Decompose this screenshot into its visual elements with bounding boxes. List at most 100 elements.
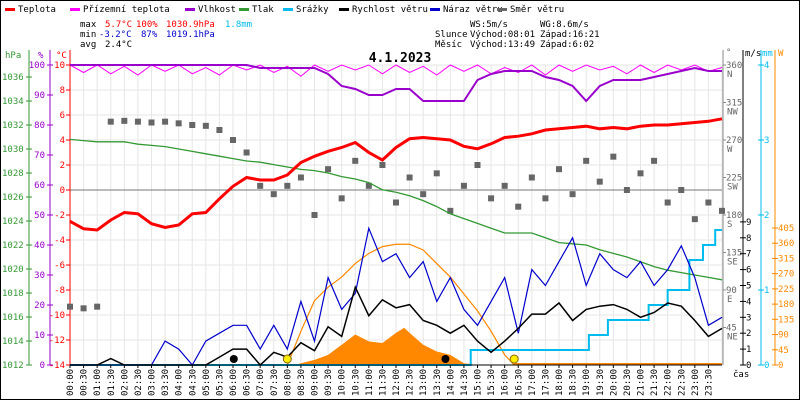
wind-gust-max: WG:8.6m/s [540, 20, 589, 30]
tick-label-temperature: -8 [54, 286, 65, 296]
tick-label-time: 16:30 [514, 369, 524, 396]
direction-point [189, 122, 196, 128]
stat-max-label: max [80, 20, 97, 30]
direction-point [474, 162, 481, 168]
legend-swatch [339, 8, 349, 11]
stat-max-rain: 1.8mm [225, 20, 252, 30]
tick-label-temperature: 6 [60, 111, 65, 121]
tick-label-pressure: 1020 [2, 265, 24, 275]
tick-label-pressure: 1024 [2, 217, 24, 227]
legend-swatch [497, 8, 507, 11]
tick-label-humidity: 80 [34, 121, 45, 131]
tick-label-time: 23:30 [704, 369, 714, 396]
legend-swatch [239, 8, 249, 11]
tick-label-time: 17:30 [541, 369, 551, 396]
tick-label-temperature: 10 [54, 61, 65, 71]
tick-label-pressure: 1036 [2, 73, 24, 83]
tick-label-time: 05:30 [215, 369, 225, 396]
direction-point [556, 166, 562, 173]
direction-point [338, 195, 345, 202]
legend-item-2: Vlhkost [198, 5, 236, 15]
legend-swatch [5, 8, 15, 11]
sunrise-marker [282, 354, 292, 364]
tick-label-solar: 90 [778, 331, 789, 341]
sunrise: Východ:08:01 [470, 30, 535, 40]
tick-label-time: 14:00 [446, 369, 456, 396]
tick-label-compass: S [727, 220, 732, 230]
sun-label: Slunce [435, 30, 468, 40]
tick-label-humidity: 40 [34, 241, 45, 251]
tick-label-rain: 2 [764, 211, 769, 221]
tick-label-humidity: 30 [34, 271, 45, 281]
tick-label-time: 02:30 [134, 369, 144, 396]
direction-point [719, 207, 725, 214]
tick-label-time: 22:30 [677, 369, 687, 396]
axis-unit-humidity: % [38, 51, 44, 61]
tick-label-time: 21:00 [637, 369, 647, 396]
direction-point [569, 191, 576, 198]
legend-item-4: Srážky [296, 5, 329, 15]
tick-label-temperature: 0 [60, 186, 65, 196]
tick-label-temperature: -10 [49, 311, 65, 321]
stat-max-temp: 5.7°C [105, 20, 132, 30]
tick-label-temperature: -14 [49, 361, 65, 371]
direction-point [162, 118, 169, 125]
sunset: Západ:16:21 [540, 30, 600, 40]
tick-label-direction: 90 [726, 286, 737, 296]
tick-label-time: 01:00 [93, 369, 103, 396]
tick-label-pressure: 1032 [2, 121, 24, 131]
direction-point [393, 199, 399, 206]
axes: 1012101410161018102010221024102610281030… [2, 50, 794, 371]
tick-label-time: 19:00 [582, 369, 592, 396]
tick-label-pressure: 1026 [2, 193, 24, 203]
tick-label-wind: 1 [746, 345, 751, 355]
legend-swatch [430, 8, 440, 11]
legend-item-3: Tlak [252, 5, 274, 15]
tick-label-time: 20:30 [623, 369, 633, 396]
tick-label-time: 10:30 [351, 369, 361, 396]
tick-label-time: 17:00 [528, 369, 538, 396]
tick-label-time: 23:00 [691, 369, 701, 396]
tick-label-compass: SW [727, 183, 738, 193]
legend-item-5: Rychlost větru [352, 5, 428, 15]
tick-label-wind: 0 [746, 361, 751, 371]
tick-label-time: 21:30 [650, 369, 660, 396]
direction-point [637, 170, 644, 177]
direction-point [67, 303, 73, 310]
tick-label-time: 13:00 [419, 369, 429, 396]
tick-label-direction: 135 [726, 249, 742, 259]
tick-label-wind: 7 [746, 250, 751, 260]
moonset: Západ:6:02 [540, 40, 594, 50]
stat-avg-label: avg [80, 40, 96, 50]
direction-point [121, 117, 128, 124]
tick-label-direction: 45 [726, 324, 737, 334]
tick-label-compass: NW [727, 108, 738, 118]
tick-label-humidity: 100 [29, 61, 45, 71]
tick-label-wind: 9 [746, 218, 751, 228]
axis-unit-direction: ° [726, 48, 731, 58]
direction-point [420, 191, 427, 198]
tick-label-solar: 225 [778, 285, 794, 295]
tick-label-direction: 360 [726, 61, 742, 71]
stats-box: max 5.7°C 100% 1030.9hPa 1.8mm min -3.2°… [80, 20, 600, 50]
legend: Teplota Přízemní teplota Vlhkost Tlak Srážky… [5, 5, 564, 15]
series-tlak [69, 138, 723, 281]
tick-label-time: 16:00 [501, 369, 511, 396]
stat-min-label: min [80, 30, 96, 40]
legend-item-1: Přízemní teplota [83, 5, 170, 15]
direction-point [447, 207, 454, 214]
direction-point [705, 199, 712, 206]
tick-label-time: 08:30 [297, 369, 307, 396]
tick-label-direction: 315 [726, 99, 742, 109]
tick-label-time: 01:30 [107, 369, 117, 396]
tick-label-time: 07:30 [270, 369, 280, 396]
moonset-marker [229, 355, 238, 363]
tick-label-direction: 270 [726, 136, 742, 146]
tick-label-solar: 0 [778, 361, 783, 371]
direction-point [270, 191, 277, 198]
tick-label-time: 18:00 [555, 369, 565, 396]
solar-actual-area [295, 327, 478, 365]
tick-label-wind: 6 [746, 266, 751, 276]
legend-swatch [70, 8, 80, 11]
legend-item-6: Náraz větru [443, 5, 503, 15]
